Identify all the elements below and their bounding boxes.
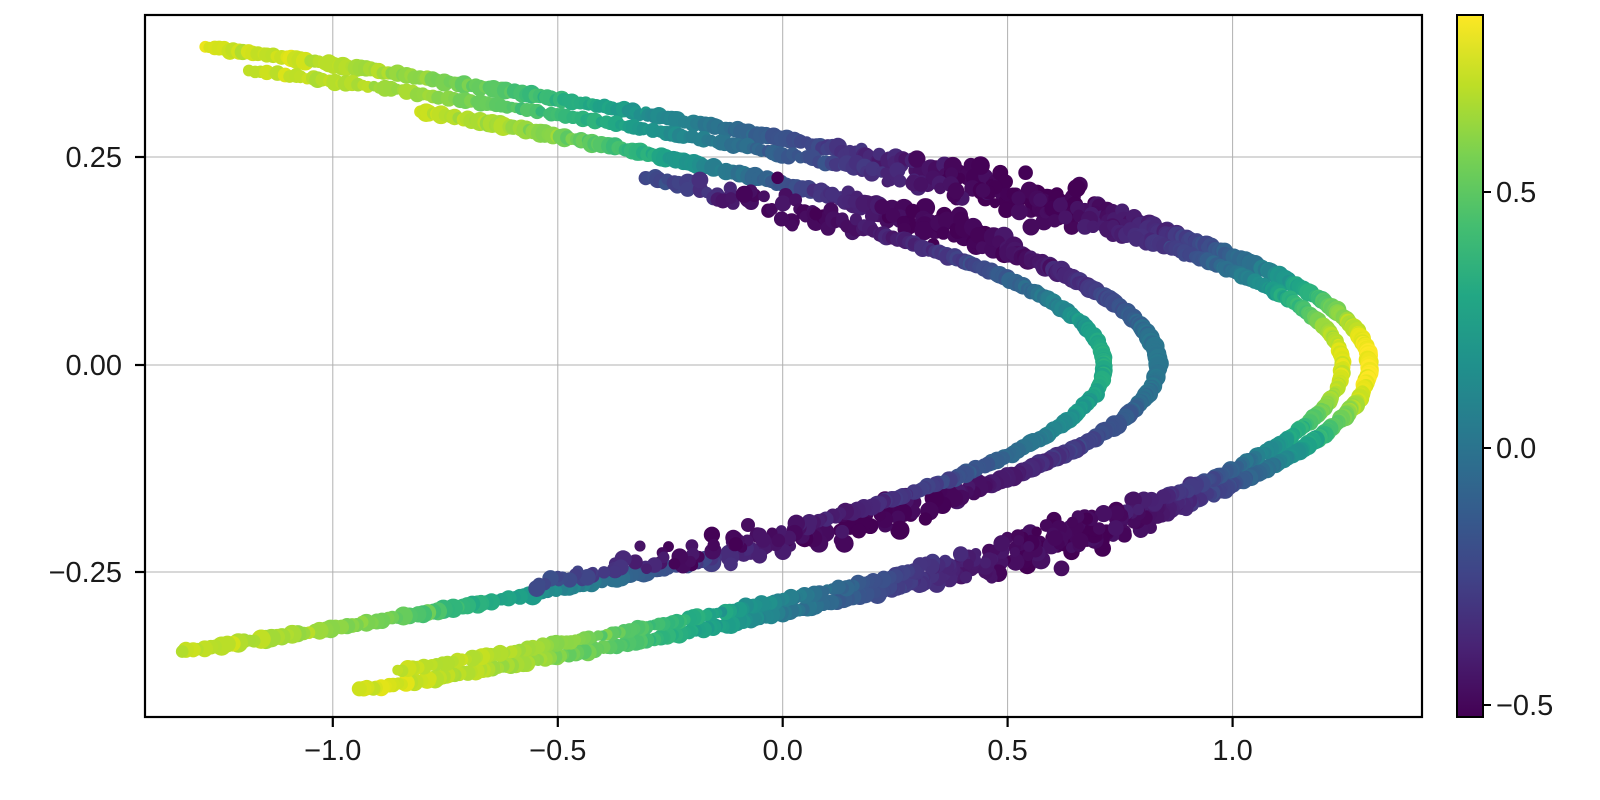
svg-text:0.0: 0.0 xyxy=(763,735,803,767)
svg-text:−0.5: −0.5 xyxy=(529,735,586,767)
svg-text:0.5: 0.5 xyxy=(987,735,1027,767)
svg-text:−1.0: −1.0 xyxy=(304,735,361,767)
svg-text:1.0: 1.0 xyxy=(1212,735,1252,767)
svg-text:−0.5: −0.5 xyxy=(1496,690,1553,722)
svg-text:0.0: 0.0 xyxy=(1496,433,1536,465)
svg-text:0.25: 0.25 xyxy=(66,142,122,174)
svg-text:0.00: 0.00 xyxy=(66,350,122,382)
svg-text:−0.25: −0.25 xyxy=(49,557,122,589)
svg-text:0.5: 0.5 xyxy=(1496,177,1536,209)
